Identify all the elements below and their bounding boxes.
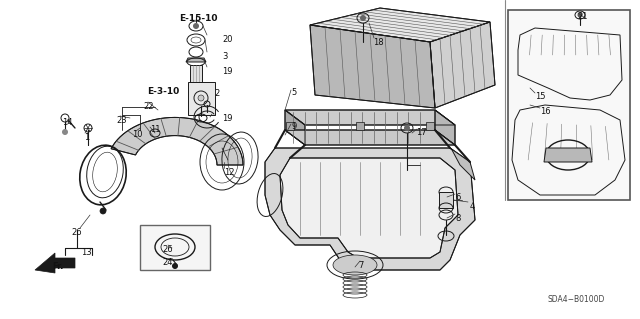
Text: 16: 16: [540, 107, 550, 116]
Polygon shape: [265, 148, 475, 270]
Polygon shape: [450, 148, 475, 180]
Polygon shape: [111, 117, 243, 165]
Text: 24: 24: [163, 258, 173, 267]
Text: E-15-10: E-15-10: [179, 14, 217, 23]
Text: 20: 20: [222, 35, 232, 44]
Text: 13: 13: [81, 248, 92, 257]
Text: Fr.: Fr.: [52, 262, 63, 271]
Circle shape: [172, 263, 178, 269]
Circle shape: [100, 208, 106, 214]
Polygon shape: [280, 158, 458, 258]
Text: 26: 26: [163, 245, 173, 254]
Text: 5: 5: [291, 88, 296, 97]
Circle shape: [577, 12, 582, 18]
Bar: [508, 10, 630, 200]
Ellipse shape: [333, 255, 377, 275]
Polygon shape: [310, 25, 435, 108]
Circle shape: [360, 15, 366, 21]
Bar: [356, 122, 364, 130]
Text: 8: 8: [455, 214, 460, 223]
Polygon shape: [435, 110, 455, 145]
Text: 9: 9: [291, 122, 296, 131]
Polygon shape: [518, 28, 622, 100]
Polygon shape: [186, 58, 206, 62]
Text: 11: 11: [150, 125, 161, 134]
Text: SDA4−B0100D: SDA4−B0100D: [548, 295, 605, 304]
Polygon shape: [512, 105, 625, 195]
Polygon shape: [544, 148, 592, 162]
Text: 21: 21: [577, 12, 588, 21]
Bar: [439, 192, 453, 208]
Text: 2: 2: [214, 89, 220, 98]
Text: 12: 12: [224, 168, 234, 177]
Text: 1: 1: [84, 133, 89, 142]
Text: 3: 3: [222, 52, 227, 61]
Polygon shape: [35, 253, 75, 273]
Polygon shape: [285, 110, 455, 125]
Text: 19: 19: [222, 67, 232, 76]
Bar: [140, 225, 210, 270]
Text: 4: 4: [470, 202, 476, 211]
Bar: [286, 122, 294, 130]
Text: 22: 22: [143, 102, 154, 111]
Bar: [188, 82, 215, 115]
Text: 19: 19: [222, 114, 232, 123]
Text: 17: 17: [416, 128, 427, 137]
Text: 6: 6: [455, 193, 460, 202]
Polygon shape: [430, 22, 495, 108]
Circle shape: [404, 125, 410, 131]
Text: E-3-10: E-3-10: [147, 87, 179, 96]
Bar: [426, 122, 434, 130]
Text: 15: 15: [535, 92, 545, 101]
Text: 26: 26: [72, 228, 83, 237]
Circle shape: [198, 95, 204, 101]
Text: 14: 14: [62, 118, 72, 127]
Text: 23: 23: [116, 116, 127, 125]
Polygon shape: [310, 8, 490, 42]
Polygon shape: [285, 130, 455, 145]
Circle shape: [62, 129, 68, 135]
Polygon shape: [285, 110, 305, 145]
Text: 7: 7: [358, 261, 364, 270]
Text: 10: 10: [132, 130, 143, 139]
Bar: [190, 65, 202, 82]
Circle shape: [193, 23, 199, 29]
Text: 18: 18: [373, 38, 383, 47]
